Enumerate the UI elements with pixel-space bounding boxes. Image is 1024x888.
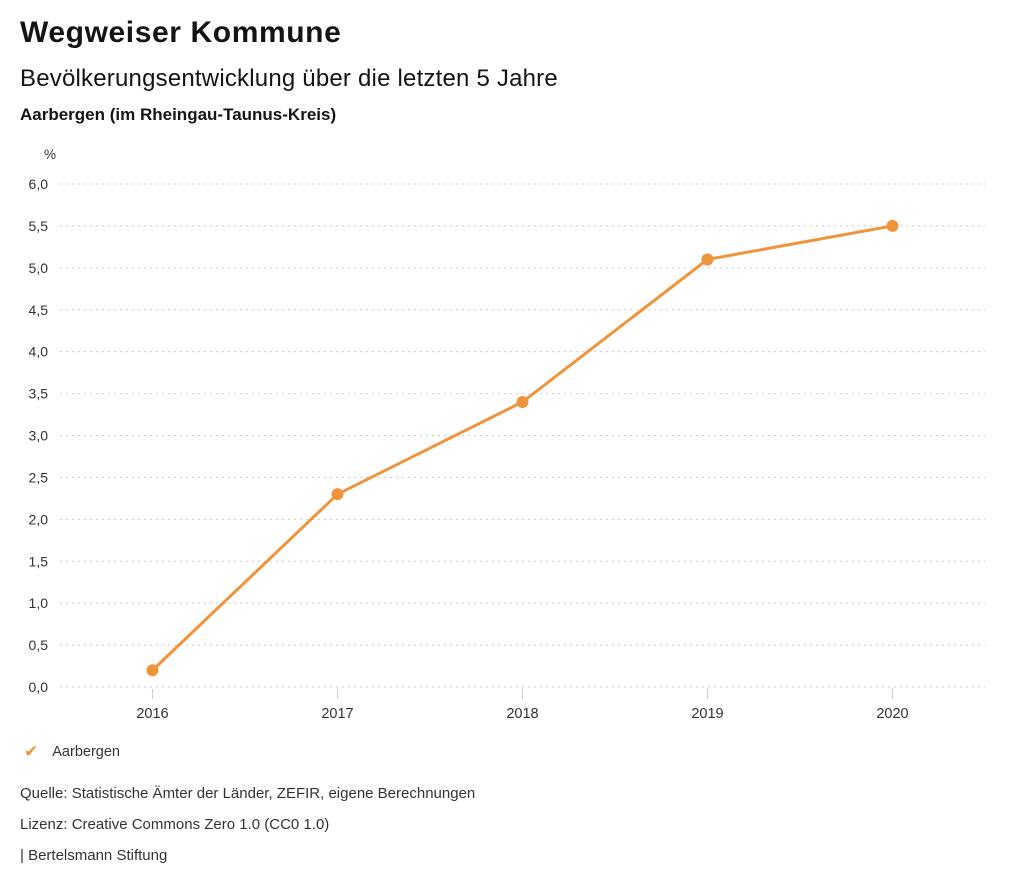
y-tick-label: 3,5: [29, 386, 49, 402]
y-tick-label: 0,5: [29, 637, 49, 653]
legend-label: Aarbergen: [52, 743, 120, 760]
x-tick-label: 2019: [691, 706, 723, 722]
y-tick-label: 5,5: [29, 218, 49, 234]
data-point-2019[interactable]: [701, 253, 714, 266]
y-tick-label: 6,0: [29, 176, 49, 192]
data-point-2017[interactable]: [331, 488, 344, 501]
population-line-chart: % 0,0 0,5 1,0 1,5 2,0 2,5 3,0 3,5 4,0 4,5 5,0 5,5 6,0…: [29, 147, 985, 722]
chart-title: Bevölkerungsentwicklung über die letzten…: [20, 65, 558, 92]
y-tick-label: 0,0: [29, 679, 49, 695]
x-tick-label: 2020: [876, 706, 908, 722]
y-tick-label: 4,5: [29, 302, 49, 318]
legend-item-aarbergen[interactable]: ✔ Aarbergen: [24, 743, 120, 760]
legend-check-icon: ✔: [24, 742, 39, 761]
data-point-2018[interactable]: [516, 395, 529, 408]
source-text: Quelle: Statistische Ämter der Länder, Z…: [20, 785, 476, 802]
chart-subtitle-location: Aarbergen (im Rheingau-Taunus-Kreis): [20, 105, 337, 124]
y-tick-label: 2,0: [29, 511, 49, 527]
y-axis-unit-label: %: [44, 147, 56, 162]
x-tick-label: 2016: [136, 706, 168, 722]
y-tick-label: 3,0: [29, 428, 49, 444]
attribution-text: | Bertelsmann Stiftung: [20, 847, 168, 864]
x-tick-label: 2017: [321, 706, 353, 722]
data-point-2020[interactable]: [886, 219, 899, 232]
y-tick-label: 2,5: [29, 469, 49, 485]
page-title: Wegweiser Kommune: [20, 16, 342, 49]
y-tick-label: 1,0: [29, 595, 49, 611]
y-tick-label: 5,0: [29, 260, 49, 276]
y-tick-label: 1,5: [29, 553, 49, 569]
y-tick-label: 4,0: [29, 344, 49, 360]
x-tick-label: 2018: [506, 706, 538, 722]
license-text: Lizenz: Creative Commons Zero 1.0 (CC0 1…: [20, 816, 330, 833]
data-point-2016[interactable]: [146, 664, 159, 677]
